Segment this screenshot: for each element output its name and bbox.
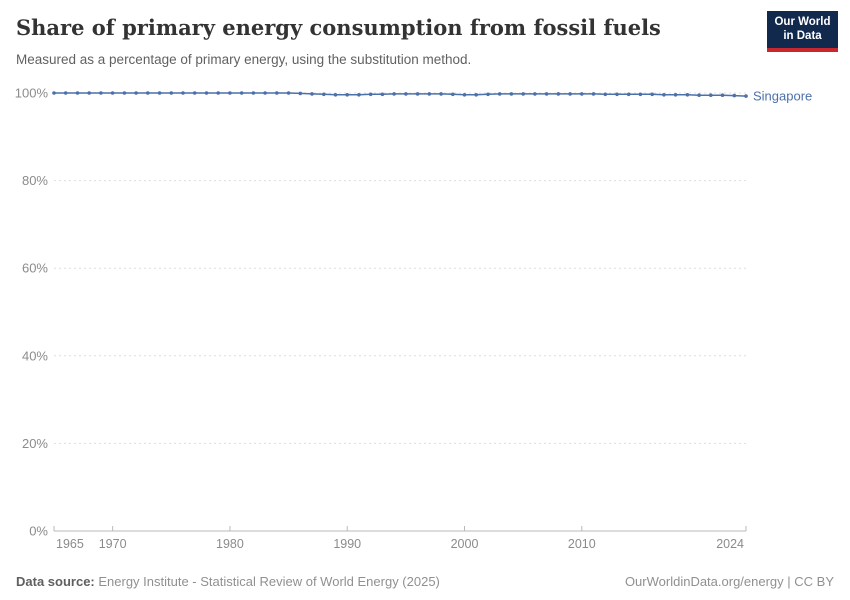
data-point [216,91,220,95]
x-axis-tick-label-1980: 1980 [216,537,244,551]
data-point [181,91,185,95]
data-point [591,92,596,96]
data-point [556,92,561,96]
y-axis-tick-label-0: 0% [29,524,48,539]
data-point [544,92,549,96]
data-point [697,93,701,97]
data-point [239,91,244,95]
data-point [427,92,432,96]
data-point [685,93,690,97]
footer: Data source: Energy Institute - Statisti… [16,574,834,589]
data-point [357,93,361,97]
owid-logo[interactable]: Our World in Data [767,11,838,52]
y-axis-tick-label-40: 40% [22,348,48,363]
owid-logo-line2: in Data [783,29,822,42]
data-point [615,92,619,97]
data-point [298,91,303,96]
data-point [497,92,502,96]
data-point [486,92,490,97]
x-axis-tick-label-1970: 1970 [99,537,127,551]
data-point [263,91,267,95]
data-point [275,91,279,95]
x-axis-tick-label-1965: 1965 [56,537,84,551]
data-point [380,92,385,97]
x-axis-tick-label-2010: 2010 [568,537,596,551]
data-point [662,93,666,97]
data-point [603,92,608,97]
data-point [650,92,654,97]
data-point [451,92,455,97]
data-point [75,91,80,95]
owid-logo-line1: Our World [774,16,831,28]
data-point [580,92,584,96]
data-point [439,92,443,96]
y-axis-tick-label-100: 100% [15,86,49,101]
data-point [169,91,174,95]
data-point [87,91,91,95]
data-point [157,91,162,95]
data-point [392,92,396,96]
series-label-singapore[interactable]: Singapore [753,89,812,104]
data-point [333,93,338,97]
data-point [404,92,408,96]
data-point [52,91,56,95]
data-point [146,91,150,95]
x-axis-tick-label-1990: 1990 [333,537,361,551]
data-point [122,91,127,95]
data-point [533,92,537,96]
data-point [322,92,326,97]
y-axis-tick-label-20: 20% [22,436,48,451]
data-point [368,92,373,97]
data-point [732,93,737,98]
data-point [744,94,748,98]
data-point [204,91,209,95]
data-point [509,92,514,96]
x-axis-tick-label-2024: 2024 [716,537,744,551]
data-point [63,91,68,95]
data-point [110,91,115,95]
page-title: Share of primary energy consumption from… [16,15,661,40]
chart-subtitle: Measured as a percentage of primary ener… [16,52,472,67]
data-point [638,92,643,97]
data-point [709,93,713,97]
y-axis-tick-label-60: 60% [22,261,48,276]
data-source-label: Data source: [16,574,95,589]
data-point [568,92,572,96]
data-point [251,91,256,95]
data-point [286,91,291,95]
data-source-value: Energy Institute - Statistical Review of… [94,574,440,589]
data-point [228,91,232,95]
data-point [720,93,725,97]
x-axis-tick-label-2000: 2000 [451,537,479,551]
series-line-singapore [53,92,747,97]
data-point [626,92,631,97]
data-point [192,91,197,95]
data-point [310,92,314,96]
data-point [345,93,350,97]
data-point [474,93,479,97]
data-point [99,91,103,95]
credit-note[interactable]: OurWorldinData.org/energy | CC BY [624,574,834,589]
data-point [673,93,678,97]
data-point [415,92,420,96]
data-point [521,92,525,96]
y-axis-tick-label-80: 80% [22,173,48,188]
data-point [134,91,138,95]
data-source-note: Data source: Energy Institute - Statisti… [16,574,440,589]
data-point [462,93,467,97]
